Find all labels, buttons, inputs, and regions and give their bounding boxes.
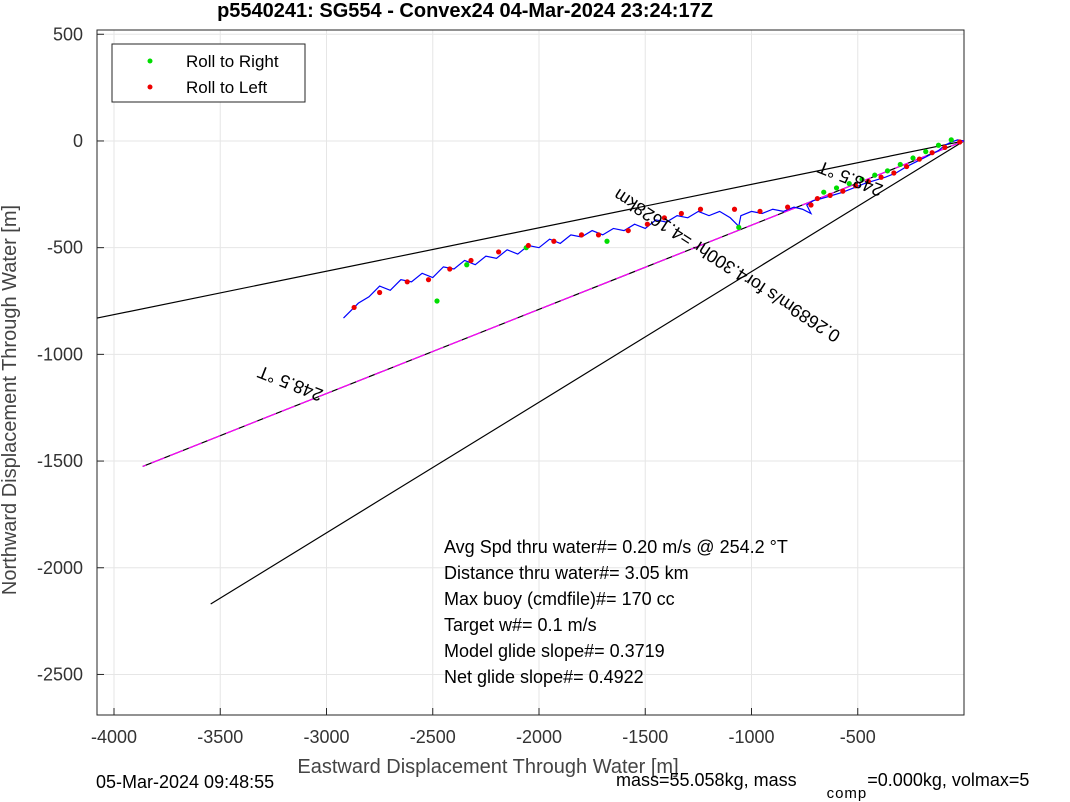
stats-line: Net glide slope#= 0.4922 (444, 667, 644, 687)
cone-line (210, 140, 965, 605)
roll-left-marker (853, 183, 859, 189)
stats-line: Distance thru water#= 3.05 km (444, 563, 689, 583)
cone-lines (96, 140, 965, 605)
roll-left-marker (551, 238, 557, 244)
cone-line (96, 140, 965, 319)
roll-left-marker (891, 170, 897, 176)
x-tick-label: -4000 (91, 727, 137, 747)
chart-title: p5540241: SG554 - Convex24 04-Mar-2024 2… (217, 0, 713, 22)
track-line (343, 139, 965, 319)
annotation-label: 248.5 °T (255, 362, 326, 406)
roll-left-marker (578, 232, 585, 238)
legend-marker-roll-left (147, 84, 153, 90)
roll-left-marker (785, 204, 791, 210)
x-tick-label: -3000 (303, 727, 349, 747)
y-tick-label: -2500 (37, 664, 83, 684)
roll-left-marker (929, 150, 935, 156)
legend-marker-roll-right (147, 58, 153, 64)
footer-mass-subscript: comp (826, 785, 868, 802)
y-tick-label: -1500 (37, 451, 83, 471)
roll-left-marker (595, 232, 602, 238)
footer-date: 05-Mar-2024 09:48:55 (96, 772, 275, 792)
roll-left-marker (840, 188, 846, 194)
y-tick-label: -500 (47, 238, 83, 258)
x-tick-label: -1500 (622, 727, 668, 747)
roll-right-marker (604, 238, 610, 244)
y-tick-label: -2000 (37, 558, 83, 578)
roll-left-marker (425, 277, 432, 283)
roll-right-marker (859, 176, 865, 182)
roll-right-marker (821, 189, 827, 195)
stats-line: Target w#= 0.1 m/s (444, 615, 597, 635)
roll-left-marker (808, 202, 814, 208)
roll-left-marker (942, 144, 948, 150)
legend-box (111, 43, 306, 103)
roll-left-marker (496, 249, 502, 255)
roll-left-marker (827, 192, 833, 198)
roll-left-marker (916, 156, 922, 162)
y-tick-label: 0 (73, 131, 83, 151)
y-tick-label: -1000 (37, 344, 83, 364)
x-tick-label: -1000 (728, 727, 774, 747)
footer-mass-info: mass=55.058kg, mass comp=0.000kg, volmax=… (616, 770, 1030, 802)
roll-right-marker (434, 298, 440, 304)
x-ticks: -4000 -3500 -3000 -2500 -2000 -1500 -1000 -500 (91, 708, 876, 747)
footer-mass-prefix: mass=55.058kg, mass (616, 770, 797, 790)
roll-left-marker (377, 289, 383, 296)
grid (97, 30, 964, 715)
x-tick-label: -500 (840, 727, 876, 747)
roll-right-marker (897, 161, 903, 168)
roll-right-marker (736, 224, 742, 230)
y-tick-label: 500 (53, 24, 83, 44)
roll-right-marker (872, 172, 878, 178)
roll-left-marker (957, 139, 963, 145)
plot-frame (96, 29, 965, 716)
stats-line: Model glide slope#= 0.3719 (444, 641, 665, 661)
roll-right-marker (923, 149, 929, 155)
stats-block: Avg Spd thru water#= 0.20 m/s @ 254.2 °T… (444, 537, 788, 687)
roll-right-marker (846, 181, 852, 187)
legend-label-roll-right: Roll to Right (186, 52, 279, 71)
roll-left-marker (525, 242, 531, 249)
roll-left-marker (814, 195, 820, 202)
roll-left-marker (447, 266, 453, 272)
roll-left-marker (351, 304, 357, 311)
x-tick-label: -2500 (410, 727, 456, 747)
roll-left-marker (644, 221, 650, 227)
x-tick-label: -2000 (516, 727, 562, 747)
roll-left-marker (904, 163, 910, 170)
roll-left-marker (404, 279, 410, 285)
roll-left-marker (865, 178, 871, 185)
y-ticks: 500 0 -500 -1000 -1500 -2000 -2500 (37, 24, 104, 684)
target-line (142, 140, 965, 467)
roll-right-marker (910, 155, 916, 161)
x-axis-label: Eastward Displacement Through Water [m] (297, 756, 678, 778)
legend: Roll to Right Roll to Left (111, 43, 306, 103)
roll-left-marker (697, 206, 704, 212)
footer-mass-suffix: =0.000kg, volmax=5 (867, 770, 1030, 790)
roll-left-marker (661, 215, 667, 221)
roll-right-marker (833, 185, 840, 191)
roll-right-marker (884, 168, 891, 174)
roll-left-marker (468, 257, 474, 264)
marker-group (351, 137, 963, 311)
stats-line: Avg Spd thru water#= 0.20 m/s @ 254.2 °T (444, 537, 788, 557)
legend-label-roll-left: Roll to Left (186, 78, 268, 97)
roll-left-marker (625, 227, 631, 234)
x-tick-label: -3500 (197, 727, 243, 747)
roll-right-marker (935, 142, 942, 148)
stats-line: Max buoy (cmdfile)#= 170 cc (444, 589, 675, 609)
y-axis-label: Northward Displacement Through Water [m] (0, 205, 21, 595)
roll-right-marker (464, 262, 470, 268)
roll-right-marker (948, 137, 954, 143)
roll-left-marker (757, 208, 763, 214)
roll-left-marker (731, 206, 738, 212)
roll-left-marker (678, 210, 684, 217)
roll-left-marker (878, 174, 884, 180)
